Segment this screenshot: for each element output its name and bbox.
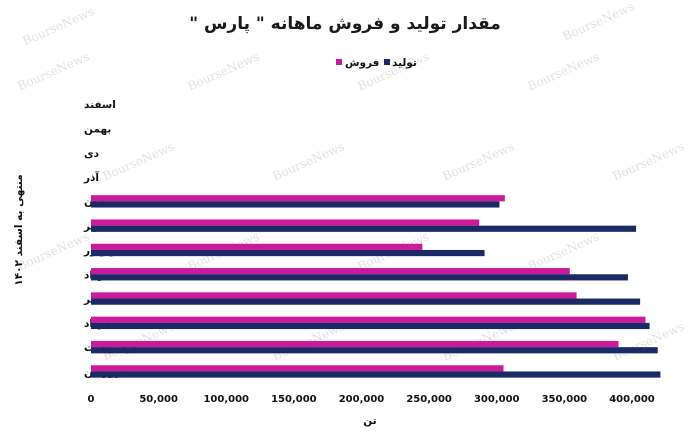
watermark-text: BourseNews bbox=[15, 229, 91, 273]
watermark-text: BourseNews bbox=[440, 139, 516, 183]
bar-production bbox=[91, 201, 500, 208]
bar-production bbox=[91, 225, 637, 232]
bar-production bbox=[91, 298, 641, 305]
chart-title: مقدار تولید و فروش ماهانه " پارس " bbox=[189, 14, 501, 34]
x-tick-label: 150,000 bbox=[271, 394, 317, 405]
bar-sales bbox=[91, 292, 577, 299]
bar-sales bbox=[91, 195, 505, 202]
x-tick-label: 250,000 bbox=[406, 394, 452, 405]
bar-production bbox=[91, 322, 650, 330]
y-axis-title: منتهی به اسفند ۱۴۰۲ bbox=[13, 174, 25, 285]
category-label: اسفند bbox=[84, 99, 116, 111]
watermark-text: BourseNews bbox=[185, 49, 261, 93]
legend-swatch bbox=[384, 59, 390, 65]
bar-production bbox=[91, 371, 661, 378]
watermark-text: BourseNews bbox=[15, 49, 91, 93]
x-tick-label: 0 bbox=[88, 394, 95, 405]
watermark-text: BourseNews bbox=[100, 139, 176, 183]
bar-production bbox=[91, 347, 658, 354]
legend-label: تولید bbox=[392, 57, 417, 69]
watermark-layer: BourseNews BourseNews BourseNews BourseNews… bbox=[15, 0, 686, 363]
bar-sales bbox=[91, 316, 646, 323]
bar-sales bbox=[91, 243, 423, 250]
watermark-text: BourseNews bbox=[525, 49, 601, 93]
watermark-text: BourseNews bbox=[610, 139, 686, 183]
x-axis-title: تن bbox=[363, 415, 376, 427]
bar-sales bbox=[91, 219, 480, 226]
watermark-text: BourseNews bbox=[20, 4, 96, 48]
legend-swatch bbox=[336, 59, 342, 65]
watermark-text: BourseNews bbox=[355, 49, 431, 93]
x-tick-label: 100,000 bbox=[203, 394, 249, 405]
category-label: بهمن bbox=[84, 123, 111, 135]
x-tick-labels: 0 50,000 100,000 150,000 200,000 250,000 300,0… bbox=[88, 394, 655, 405]
x-tick-label: 350,000 bbox=[542, 394, 588, 405]
bar-production bbox=[91, 274, 628, 281]
category-label: دی bbox=[84, 148, 100, 160]
x-tick-label: 200,000 bbox=[339, 394, 385, 405]
legend: فروش تولید bbox=[336, 57, 417, 69]
x-tick-label: 50,000 bbox=[139, 394, 178, 405]
category-label: آذر bbox=[83, 171, 99, 184]
x-tick-label: 400,000 bbox=[609, 394, 655, 405]
x-tick-label: 300,000 bbox=[474, 394, 520, 405]
watermark-text: BourseNews bbox=[525, 229, 601, 273]
watermark-text: BourseNews bbox=[270, 139, 346, 183]
category-labels: فروردیناردیبهشتخردادتیرمردادشهریورمهرآبا… bbox=[83, 99, 136, 378]
bar-sales bbox=[91, 340, 619, 348]
bars bbox=[91, 195, 661, 378]
bar-production bbox=[91, 249, 485, 257]
bar-sales bbox=[91, 365, 504, 372]
bar-sales bbox=[91, 268, 570, 275]
legend-label: فروش bbox=[345, 57, 380, 69]
watermark-text: BourseNews bbox=[560, 0, 636, 43]
